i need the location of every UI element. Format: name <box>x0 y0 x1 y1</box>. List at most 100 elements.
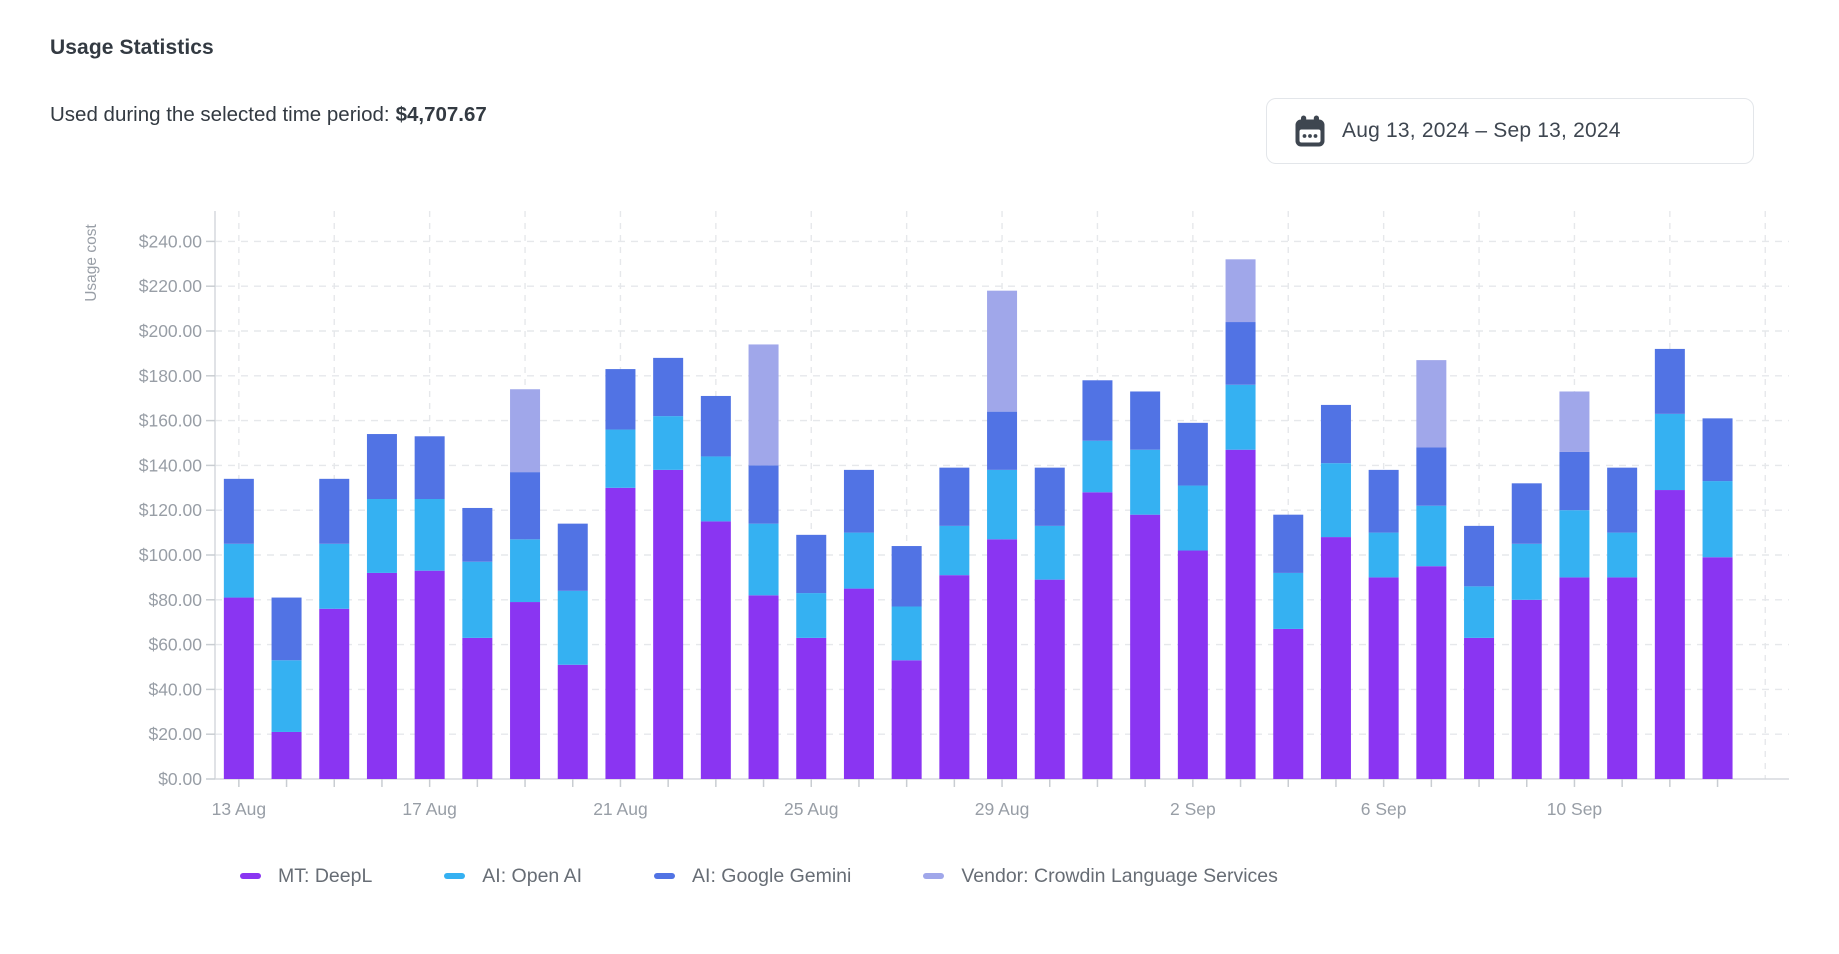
legend-item[interactable]: MT: DeepL <box>240 865 372 888</box>
bar-segment[interactable] <box>605 429 636 488</box>
bar-segment[interactable] <box>891 660 922 779</box>
bar-segment[interactable] <box>1368 577 1399 779</box>
bar-segment[interactable] <box>271 660 302 732</box>
bar-segment[interactable] <box>462 561 493 638</box>
bar-segment[interactable] <box>987 290 1018 412</box>
bar-segment[interactable] <box>653 469 684 779</box>
bar-segment[interactable] <box>223 478 254 544</box>
bar-segment[interactable] <box>1368 532 1399 578</box>
legend-item[interactable]: AI: Open AI <box>444 865 582 888</box>
bar-segment[interactable] <box>1177 422 1208 486</box>
bar-segment[interactable] <box>1130 514 1161 779</box>
bar-segment[interactable] <box>414 570 445 779</box>
bar-segment[interactable] <box>653 416 684 470</box>
bar-segment[interactable] <box>1511 483 1542 544</box>
bar-segment[interactable] <box>843 588 874 779</box>
bar-segment[interactable] <box>700 456 731 522</box>
bar-segment[interactable] <box>748 523 779 596</box>
bar-segment[interactable] <box>1034 467 1065 526</box>
bar-segment[interactable] <box>1464 637 1495 779</box>
bar-segment[interactable] <box>1702 418 1733 482</box>
bar-segment[interactable] <box>1654 413 1685 491</box>
bar-segment[interactable] <box>748 595 779 779</box>
date-range-button[interactable]: Aug 13, 2024 – Sep 13, 2024 <box>1266 98 1754 164</box>
bar-segment[interactable] <box>1082 440 1113 493</box>
bar-segment[interactable] <box>1559 577 1590 779</box>
bar-segment[interactable] <box>414 436 445 499</box>
bar-segment[interactable] <box>1225 322 1256 385</box>
bar-segment[interactable] <box>557 590 588 665</box>
bar-segment[interactable] <box>1559 451 1590 511</box>
bar-segment[interactable] <box>891 606 922 661</box>
bar-segment[interactable] <box>1130 391 1161 450</box>
bar-segment[interactable] <box>510 472 541 540</box>
bar-segment[interactable] <box>1320 537 1351 779</box>
bar-segment[interactable] <box>510 389 541 473</box>
bar-segment[interactable] <box>796 593 827 638</box>
bar-segment[interactable] <box>796 637 827 779</box>
bar-segment[interactable] <box>271 731 302 779</box>
bar-segment[interactable] <box>1654 490 1685 779</box>
bar-segment[interactable] <box>1320 404 1351 464</box>
bar-segment[interactable] <box>1416 505 1447 567</box>
bar-segment[interactable] <box>366 434 397 499</box>
bar-segment[interactable] <box>1654 348 1685 414</box>
bar-segment[interactable] <box>939 575 970 779</box>
bar-segment[interactable] <box>1177 485 1208 551</box>
bar-segment[interactable] <box>1607 577 1638 779</box>
bar-segment[interactable] <box>1320 463 1351 538</box>
bar-segment[interactable] <box>462 637 493 779</box>
bar-segment[interactable] <box>510 602 541 779</box>
bar-segment[interactable] <box>319 543 350 609</box>
bar-segment[interactable] <box>1464 525 1495 587</box>
bar-segment[interactable] <box>1607 467 1638 533</box>
bar-segment[interactable] <box>271 597 302 661</box>
bar-segment[interactable] <box>1511 599 1542 779</box>
bar-segment[interactable] <box>939 467 970 526</box>
bar-segment[interactable] <box>843 469 874 533</box>
bar-segment[interactable] <box>1034 525 1065 580</box>
bar-segment[interactable] <box>319 478 350 544</box>
bar-segment[interactable] <box>1416 566 1447 779</box>
bar-segment[interactable] <box>1273 628 1304 779</box>
bar-segment[interactable] <box>462 507 493 562</box>
bar-segment[interactable] <box>319 608 350 779</box>
bar-segment[interactable] <box>653 357 684 417</box>
bar-segment[interactable] <box>939 525 970 576</box>
bar-segment[interactable] <box>605 487 636 779</box>
bar-segment[interactable] <box>748 465 779 524</box>
bar-segment[interactable] <box>1702 481 1733 558</box>
bar-segment[interactable] <box>1130 449 1161 515</box>
bar-segment[interactable] <box>1273 514 1304 573</box>
bar-segment[interactable] <box>1225 449 1256 779</box>
bar-segment[interactable] <box>366 499 397 573</box>
bar-segment[interactable] <box>891 546 922 607</box>
bar-segment[interactable] <box>1511 543 1542 600</box>
bar-segment[interactable] <box>987 469 1018 540</box>
bar-segment[interactable] <box>1559 510 1590 578</box>
bar-segment[interactable] <box>1559 391 1590 452</box>
bar-segment[interactable] <box>414 499 445 571</box>
bar-segment[interactable] <box>1416 447 1447 506</box>
bar-segment[interactable] <box>1368 469 1399 533</box>
bar-segment[interactable] <box>1702 557 1733 779</box>
bar-segment[interactable] <box>843 532 874 589</box>
bar-segment[interactable] <box>1082 492 1113 779</box>
bar-segment[interactable] <box>748 344 779 466</box>
bar-segment[interactable] <box>700 395 731 457</box>
bar-segment[interactable] <box>1225 384 1256 450</box>
bar-segment[interactable] <box>987 539 1018 779</box>
bar-segment[interactable] <box>557 664 588 779</box>
bar-segment[interactable] <box>987 411 1018 470</box>
bar-segment[interactable] <box>605 369 636 430</box>
bar-segment[interactable] <box>796 534 827 594</box>
bar-segment[interactable] <box>223 543 254 598</box>
bar-segment[interactable] <box>1177 550 1208 779</box>
bar-segment[interactable] <box>1607 532 1638 578</box>
bar-segment[interactable] <box>1082 380 1113 441</box>
bar-segment[interactable] <box>1034 579 1065 779</box>
bar-segment[interactable] <box>366 572 397 779</box>
bar-segment[interactable] <box>1416 360 1447 448</box>
bar-segment[interactable] <box>510 539 541 603</box>
bar-segment[interactable] <box>1225 259 1256 323</box>
